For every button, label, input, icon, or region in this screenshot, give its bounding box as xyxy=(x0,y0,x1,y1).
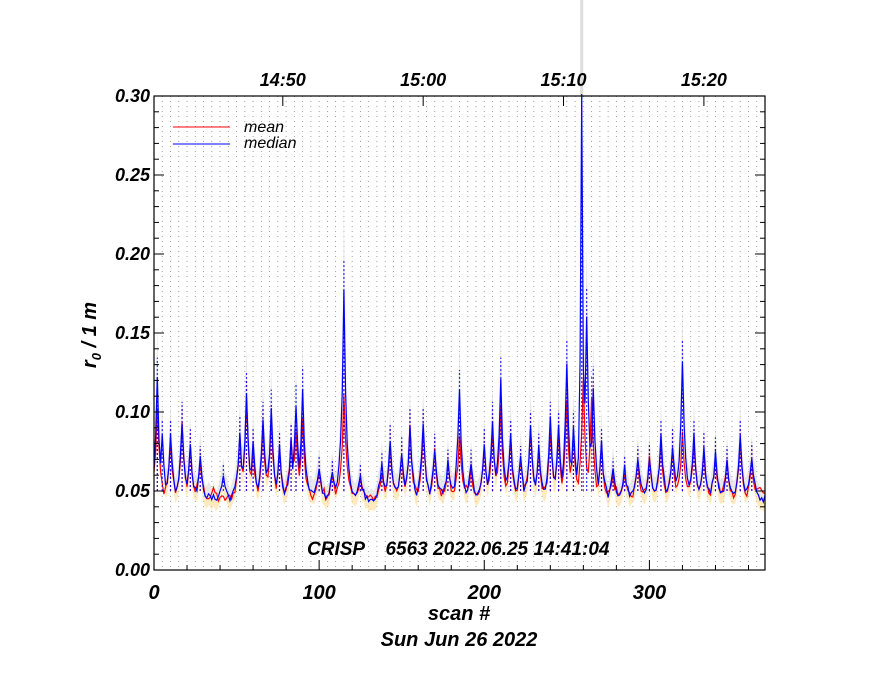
top-time-label: 15:20 xyxy=(681,70,727,90)
series-median xyxy=(153,94,766,505)
y-tick-label: 0.25 xyxy=(115,165,151,185)
legend-mean-label: mean xyxy=(244,119,284,136)
x-tick-label: 100 xyxy=(302,582,335,604)
y-tick-label: 0.10 xyxy=(115,402,150,422)
annotation: CRISP 6563 2022.06.25 14:41:04 xyxy=(307,539,610,560)
top-time-label: 15:10 xyxy=(541,70,587,90)
x-tick-labels: 0 100 200 300 xyxy=(148,582,666,604)
legend: mean median xyxy=(173,119,297,152)
legend-median-label: median xyxy=(244,135,297,152)
y-axis-label-rest: / 1 m xyxy=(79,302,101,353)
y-tick-label: 0.30 xyxy=(115,86,150,106)
top-time-labels: 14:50 15:00 15:10 15:20 xyxy=(260,70,727,90)
x-axis-label: scan # xyxy=(428,603,491,625)
x-tick-label: 0 xyxy=(148,582,159,604)
top-time-label: 15:00 xyxy=(400,70,446,90)
y-axis-label-sub: 0 xyxy=(89,352,104,360)
series-lines xyxy=(153,94,766,505)
y-tick-labels: 0.00 0.05 0.10 0.15 0.20 0.25 0.30 xyxy=(115,86,151,580)
x-axis-date: Sun Jun 26 2022 xyxy=(381,629,538,651)
grid xyxy=(153,96,766,570)
x-tick-label: 300 xyxy=(633,582,666,604)
y-tick-label: 0.15 xyxy=(115,323,151,343)
y-tick-label: 0.05 xyxy=(115,481,151,501)
y-tick-label: 0.00 xyxy=(115,560,150,580)
x-tick-label: 200 xyxy=(467,582,501,604)
spread-bands xyxy=(154,0,765,513)
y-tick-label: 0.20 xyxy=(115,244,150,264)
plot-frame xyxy=(153,95,766,571)
axis-ticks xyxy=(153,95,765,571)
top-time-label: 14:50 xyxy=(260,70,306,90)
y-axis-label-r: r xyxy=(79,359,101,368)
y-axis-label: r0 / 1 m xyxy=(79,302,104,368)
